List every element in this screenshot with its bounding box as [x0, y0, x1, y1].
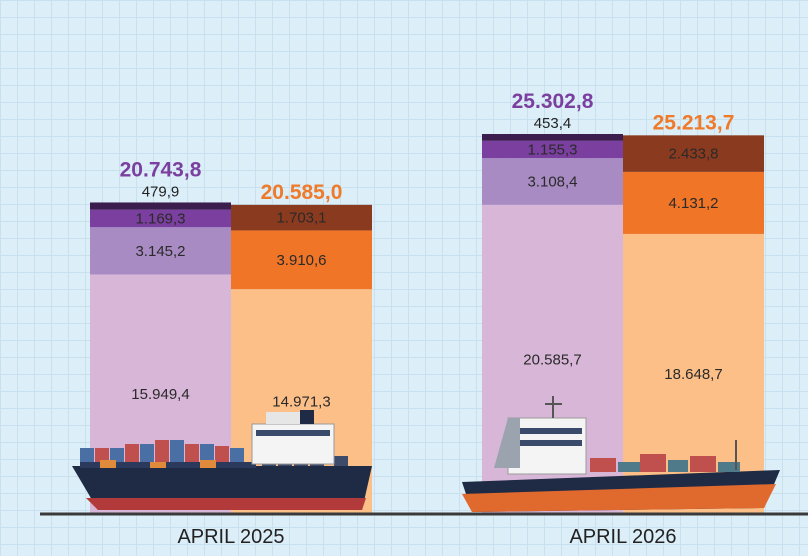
bar-0-1-segment-2: [231, 204, 372, 231]
bars-layer: [90, 134, 764, 514]
bar-1-0-segment-2: [482, 140, 623, 159]
cargo-ship-illustration-left: [72, 410, 372, 510]
labels-layer: 15.949,4 3.145,2 1.169,3 479,9 20.743,8 14.97…: [120, 90, 735, 548]
total-label-0-1: 20.585,0: [261, 181, 343, 204]
category-label-0: APRIL 2025: [177, 526, 284, 548]
bar-1-0-segment-1: [482, 158, 623, 205]
segment-label-1-0-top: 453,4: [534, 115, 572, 132]
segment-label-0-0-2: 1.169,3: [135, 210, 185, 227]
segment-label-1-0-1: 3.108,4: [527, 174, 577, 191]
total-label-1-1: 25.213,7: [653, 111, 735, 134]
bar-1-1-segment-1: [623, 171, 764, 234]
bar-0-0-segment-3: [90, 202, 231, 210]
segment-label-1-1-1: 4.131,2: [668, 195, 718, 212]
bar-1-1-segment-2: [623, 135, 764, 172]
bar-0-1-segment-1: [231, 230, 372, 290]
segment-label-1-0-0: 20.585,7: [523, 351, 581, 368]
segment-label-0-1-1: 3.910,6: [276, 252, 326, 269]
total-label-0-0: 20.743,8: [120, 158, 202, 181]
ships-layer: [72, 396, 780, 512]
total-label-1-0: 25.302,8: [512, 90, 594, 113]
bar-1-0-segment-3: [482, 134, 623, 141]
cargo-ship-illustration-right: [462, 396, 780, 512]
segment-label-0-0-1: 3.145,2: [135, 243, 185, 260]
segment-label-1-1-2: 2.433,8: [668, 146, 718, 163]
segment-label-0-1-0: 14.971,3: [272, 394, 330, 411]
bar-0-0-segment-2: [90, 209, 231, 228]
bar-0-0-segment-1: [90, 227, 231, 275]
segment-label-1-1-0: 18.648,7: [664, 366, 722, 383]
category-label-1: APRIL 2026: [569, 526, 676, 548]
segment-label-0-0-top: 479,9: [142, 183, 180, 200]
segment-label-0-1-2: 1.703,1: [276, 210, 326, 227]
segment-label-1-0-2: 1.155,3: [527, 141, 577, 158]
segment-label-0-0-0: 15.949,4: [131, 386, 189, 403]
